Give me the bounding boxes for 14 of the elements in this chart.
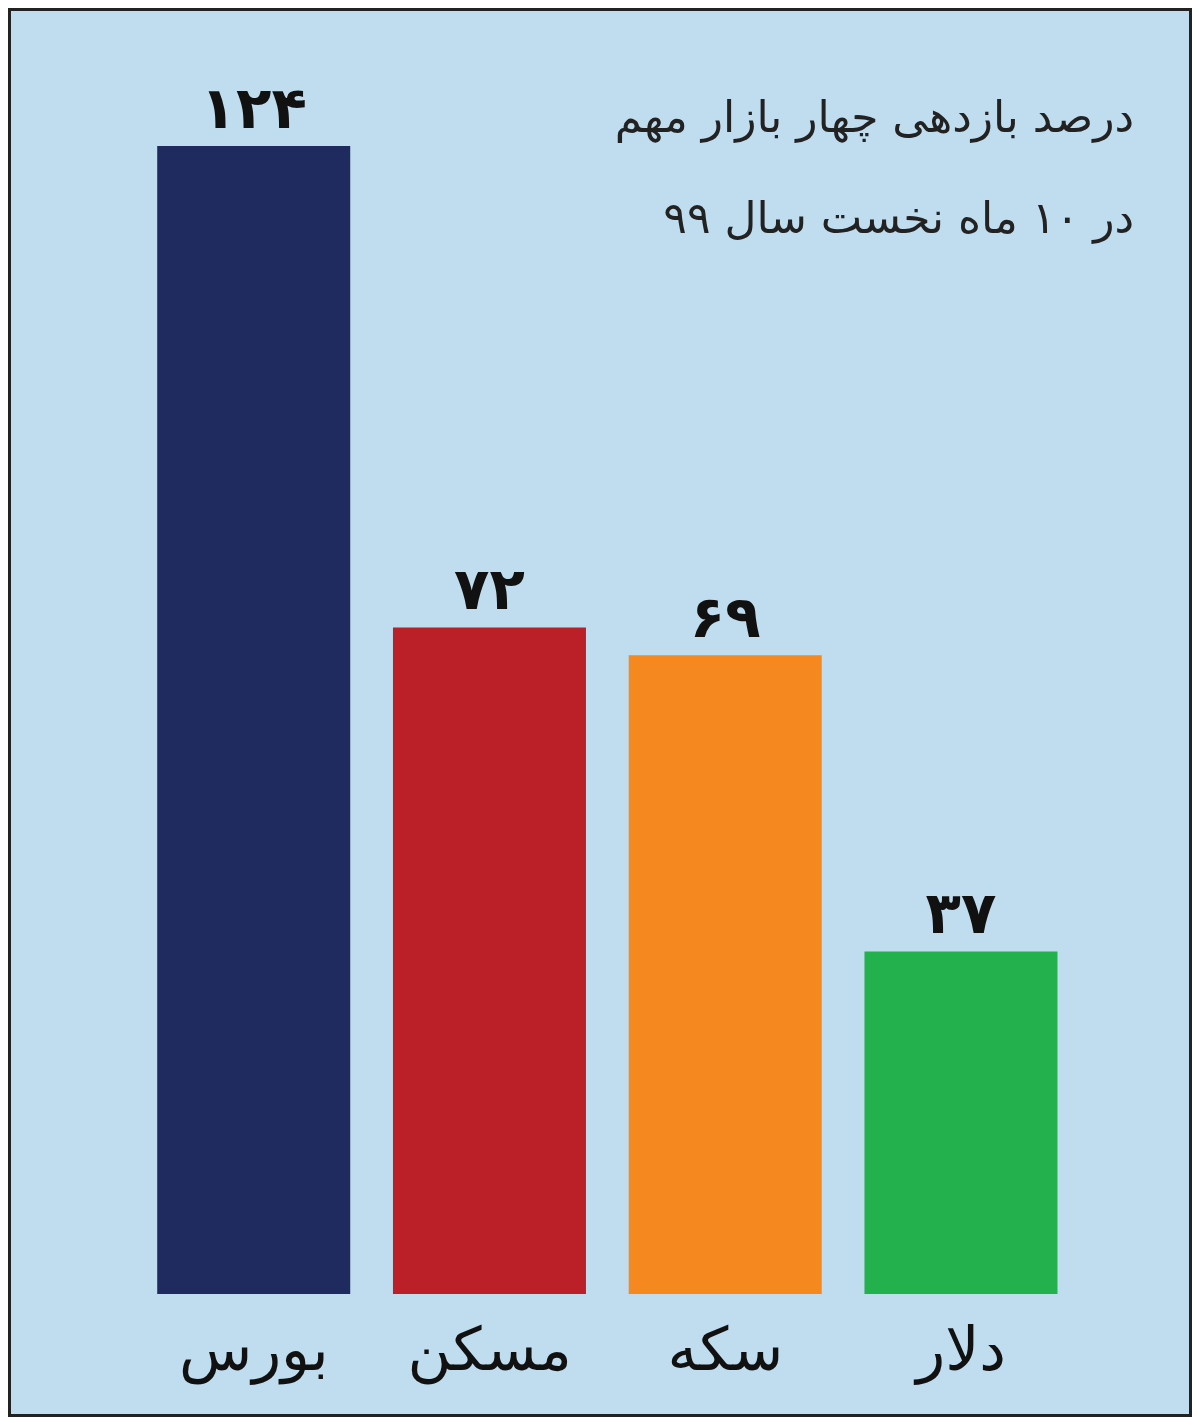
data-label: ۶۹ (689, 583, 761, 652)
data-label: ۳۷ (925, 879, 997, 948)
bar (864, 951, 1058, 1294)
data-label: ۷۲ (454, 555, 525, 624)
bar (628, 655, 822, 1294)
text: در ۱۰ ماه نخست سال ۹۹ (662, 192, 1134, 243)
data-label: ۱۲۴ (200, 74, 307, 142)
x-tick-label: سکه (667, 1313, 784, 1384)
x-tick-label: بورس (178, 1313, 329, 1385)
bar (157, 146, 351, 1294)
x-tick-label: مسکن (407, 1313, 572, 1385)
x-tick-label: دلار (913, 1313, 1007, 1385)
bar (392, 627, 586, 1294)
chart-title: درصد بازدهی چهار بازار مهم (614, 91, 1134, 142)
